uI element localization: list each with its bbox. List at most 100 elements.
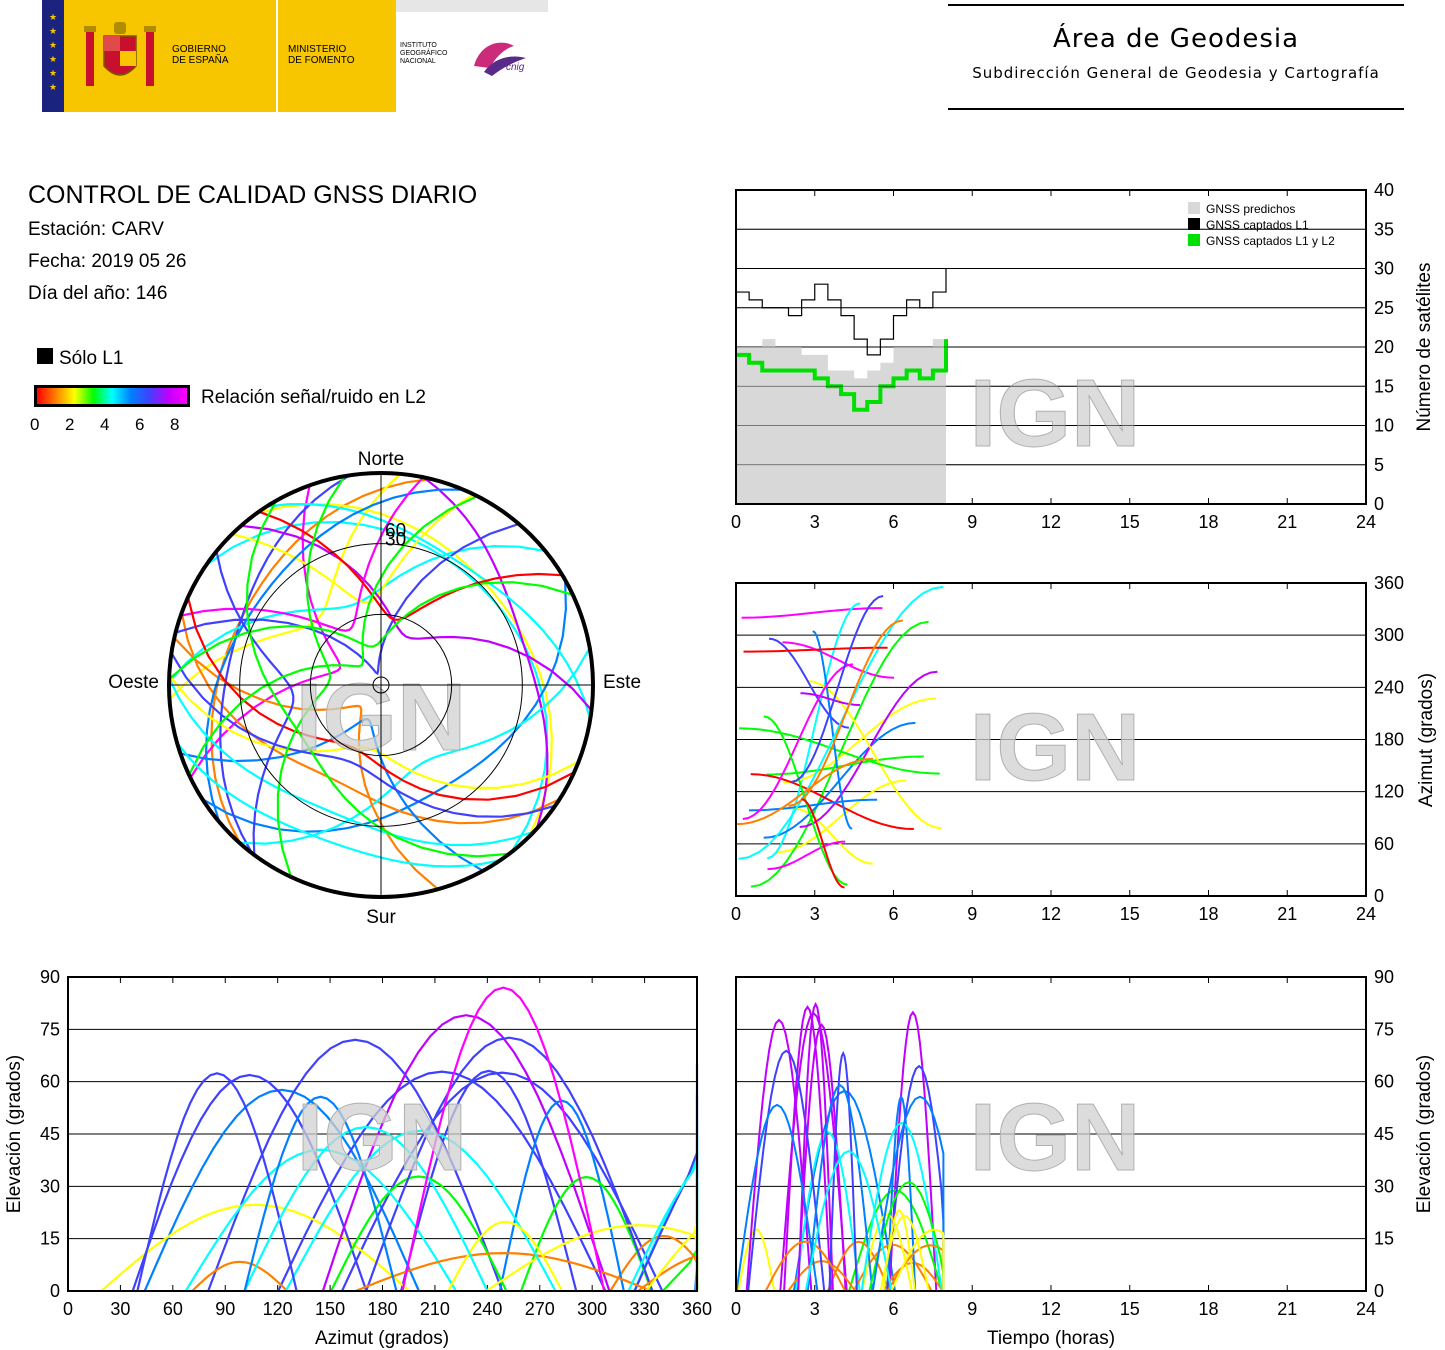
elevation-time-track [826, 1240, 891, 1292]
x-tick-label: 24 [1356, 904, 1376, 924]
azimuth-track [782, 697, 937, 784]
azimuth-track [743, 646, 888, 653]
azimuth-track [737, 757, 874, 826]
sky-track [204, 488, 464, 823]
elevation-track [401, 986, 606, 1292]
y-tick-label: 90 [1374, 967, 1394, 987]
sky-track [180, 717, 484, 872]
elevation-time-track [735, 1103, 819, 1292]
elevation-time-track [806, 1083, 874, 1292]
elevation-track [184, 1148, 457, 1292]
snr-tick: 8 [170, 415, 180, 434]
y-tick-label: 90 [40, 967, 60, 987]
azimuth-track [767, 840, 846, 871]
y-tick-label: 60 [1374, 1072, 1394, 1092]
elevation-time-track [882, 1261, 944, 1292]
sky-track [173, 636, 439, 891]
elevation-time-track [868, 1181, 945, 1292]
x-tick-label: 21 [1277, 904, 1297, 924]
y-tick-label: 0 [1374, 494, 1384, 514]
azimuth-track [812, 630, 853, 830]
sky-track [423, 476, 549, 830]
x-tick-label: 30 [110, 1299, 130, 1319]
elevation-track [341, 1071, 664, 1292]
x-tick-label: 330 [630, 1299, 660, 1319]
elevation-time-track [861, 1213, 913, 1292]
x-tick-label: 210 [420, 1299, 450, 1319]
snr-gradient-bar [34, 385, 190, 407]
elevation-time-track [890, 1228, 945, 1292]
min-line1: MINISTERIO [288, 44, 347, 55]
x-tick-label: 270 [525, 1299, 555, 1319]
elevation-track [243, 1125, 489, 1292]
cnig-label: cnig [506, 62, 525, 73]
y-tick-label: 300 [1374, 625, 1404, 645]
legend-swatch [1188, 234, 1200, 246]
x-tick-label: 9 [967, 904, 977, 924]
area-subtitle: Subdirección General de Geodesia y Carto… [972, 64, 1380, 82]
sky-track [255, 502, 553, 838]
gov-line2: DE ESPAÑA [172, 55, 229, 66]
x-tick-label: 12 [1041, 512, 1061, 532]
y-tick-label: 180 [1374, 730, 1404, 750]
y-tick-label: 0 [1374, 1281, 1384, 1301]
y-tick-label: 15 [1374, 376, 1394, 396]
report-station: Estación: CARV [28, 219, 164, 240]
x-tick-label: 0 [731, 904, 741, 924]
min-line2: DE FOMENTO [288, 55, 355, 66]
report-title: CONTROL DE CALIDAD GNSS DIARIO [28, 181, 478, 209]
x-tick-label: 21 [1277, 1299, 1297, 1319]
azimuth-track [801, 798, 845, 889]
elevation-track [498, 1099, 625, 1292]
x-tick-label: 18 [1198, 904, 1218, 924]
x-tick-label: 24 [1356, 512, 1376, 532]
x-tick-label: 6 [888, 512, 898, 532]
header-logos: ★ ★ ★ ★ ★ ★ GOBIERNO DE ESPAÑA MINISTERIO DE … [42, 0, 548, 112]
y-tick-label: 360 [1374, 573, 1404, 593]
x-tick-label: 18 [1198, 1299, 1218, 1319]
sky-track [176, 742, 501, 868]
horizon-ring [167, 471, 595, 899]
y-tick-label: 45 [1374, 1124, 1394, 1144]
elevation-time-track [886, 1095, 917, 1292]
y-axis-label: Azimut (grados) [1416, 673, 1437, 807]
elevation-track [100, 1203, 411, 1292]
y-tick-label: 5 [1374, 455, 1384, 475]
azimuth-track [775, 779, 907, 854]
elevation-time-track [747, 1049, 826, 1292]
report-doy: Día del año: 146 [28, 283, 168, 304]
x-axis-label: Tiempo (horas) [987, 1328, 1115, 1349]
y-tick-label: 10 [1374, 416, 1394, 436]
y-tick-label: 75 [1374, 1019, 1394, 1039]
azimuth-track [750, 773, 914, 830]
gov-line1: GOBIERNO [172, 44, 226, 55]
y-axis-label: Elevación (grados) [1414, 1055, 1435, 1213]
legend-swatch [1188, 218, 1200, 230]
inst-line1: INSTITUTO [400, 42, 437, 49]
x-axis-label: Azimut (grados) [315, 1328, 449, 1349]
y-tick-label: 120 [1374, 782, 1404, 802]
gov-block [64, 0, 276, 112]
x-tick-label: 0 [63, 1299, 73, 1319]
y-tick-label: 0 [50, 1281, 60, 1301]
azimuth-track [742, 663, 854, 820]
gov-name: GOBIERNO DE ESPAÑA [172, 44, 272, 66]
series-l1l2-line [736, 339, 948, 412]
sky-track [188, 495, 478, 776]
x-tick-label: 360 [682, 1299, 712, 1319]
sky-track [180, 476, 425, 632]
elevation-track [191, 1260, 289, 1292]
flag-stripe-red [42, 0, 64, 112]
sky-track [168, 674, 580, 790]
inst-name: INSTITUTO GEOGRÁFICO NACIONAL [400, 42, 470, 66]
x-tick-label: 3 [810, 512, 820, 532]
sky-track [239, 647, 591, 845]
elevation-track [143, 1088, 420, 1292]
x-tick-label: 60 [163, 1299, 183, 1319]
azimuth-track [748, 798, 878, 812]
header-rule-top [948, 4, 1404, 6]
sky-track [175, 522, 520, 676]
y-tick-label: 35 [1374, 219, 1394, 239]
coat-of-arms-icon [78, 14, 162, 98]
